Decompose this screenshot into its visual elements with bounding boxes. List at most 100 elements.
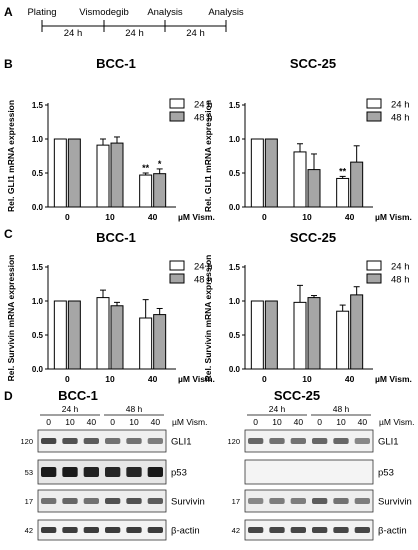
bar-48h-10 [110,142,124,208]
bar-48h-0 [67,300,81,370]
blot-protein-label: GLI1 [378,437,399,448]
y-tick-label: 0.0 [229,203,241,212]
blot-lane-label: 40 [294,417,304,427]
bar-48h-40 [350,294,364,370]
blot-unit-label: µM Vism. [379,417,414,427]
blot-band [312,438,328,444]
blot-band [290,527,306,533]
blot-lane-label: 10 [65,417,75,427]
bar-24h-10 [293,151,307,208]
y-tick-label: 1.5 [229,263,241,272]
chart-title: BCC-1 [96,56,136,71]
timeline-step-analysis-2: Analysis [208,7,244,18]
blot-band [312,527,328,533]
bar-24h-0 [250,138,264,208]
y-axis-label: Rel. GLI1 mRNA expression [203,100,213,212]
blot-band [312,498,328,504]
legend-swatch [366,260,382,271]
bar-48h-0 [264,300,278,370]
legend-label: 48 h [391,113,410,124]
blot-group-label: 24 h [62,404,79,414]
blot-band [105,527,121,533]
blot-band [41,467,57,477]
blot-strip-GLI1 [37,429,167,453]
blot-strip-p53 [37,459,167,485]
chart-survivin-scc25: SCC-25 Rel. Survivin mRNA expression 0.0 0.… [203,230,412,384]
blot-band [248,527,264,533]
legend-label: 24 h [391,100,410,111]
chart-gli1-bcc1: BCC-1 Rel. GLI1 mRNA expression 0.0 0.5 1.0 1… [6,56,215,222]
blot-lane-label: 0 [253,417,258,427]
significance-marker: ** [339,166,347,176]
blot-band [62,467,78,477]
blot-band [105,498,121,504]
y-axis-label: Rel. Survivin mRNA expression [203,255,213,382]
bar-48h-10 [307,297,321,370]
significance-marker: ** [142,163,150,173]
blot-title: BCC-1 [58,388,98,403]
y-tick-label: 1.5 [32,263,44,272]
blot-kda-marker: 53 [25,468,33,477]
y-tick-label: 0.5 [229,169,241,178]
legend-swatch [169,111,185,122]
blot-kda-marker: 120 [20,437,33,446]
timeline-step-plating: Plating [27,7,56,18]
x-tick-label: 40 [148,212,158,222]
blot-kda-marker: 17 [25,497,33,506]
x-tick-label: 10 [105,374,115,384]
legend-swatch [169,273,185,284]
y-axis-label: Rel. GLI1 mRNA expression [6,100,16,212]
legend-swatch [169,98,185,109]
blot-band [333,527,349,533]
blot-strip-β-actin [37,519,167,541]
blot-strip-Survivin [37,489,167,513]
y-tick-label: 1.0 [32,297,44,306]
blot-group-label: 48 h [333,404,350,414]
blot-strip-GLI1 [244,429,374,453]
chart-title: BCC-1 [96,230,136,245]
blot-band [269,438,285,444]
bar-24h-40 [336,177,350,208]
x-tick-label: 40 [345,374,355,384]
y-tick-label: 1.5 [229,101,241,110]
legend-label: 48 h [391,275,410,286]
x-tick-label: 0 [262,374,267,384]
timeline-interval-1: 24 h [64,28,83,39]
bar-48h-40 [350,161,364,208]
blot-lane-label: 10 [129,417,139,427]
blot-strip-Survivin [244,489,374,513]
blot-protein-label: GLI1 [171,437,192,448]
blot-band [290,498,306,504]
blot-band [290,438,306,444]
blot-protein-label: p53 [171,468,187,479]
blot-band [105,467,121,477]
legend-swatch [366,111,382,122]
blot-band [354,498,370,504]
legend-swatch [366,273,382,284]
blot-lane-label: 40 [358,417,368,427]
legend-label: 24 h [194,100,213,111]
western-blot-bcc1: BCC-124 h 48 h 0 10 40 0 10 40 µM Vism. 120 GLI1 53… [20,388,207,541]
x-unit-label: µM Vism. [375,212,412,222]
blot-band [62,438,78,444]
blot-kda-marker: 120 [227,437,240,446]
blot-band [333,438,349,444]
bar-24h-10 [293,301,307,370]
y-tick-label: 0.5 [32,331,44,340]
blot-protein-label: β-actin [171,526,200,537]
bar-48h-0 [67,138,81,208]
blot-band [333,498,349,504]
x-tick-label: 10 [105,212,115,222]
blot-band [126,438,142,444]
blot-band [248,438,264,444]
blot-band [147,438,163,444]
timeline-interval-3: 24 h [186,28,205,39]
blot-band [147,467,163,477]
blot-band [126,527,142,533]
panel-label-c: C [4,227,13,241]
bar-24h-0 [250,300,264,370]
blot-band [147,527,163,533]
bar-48h-10 [307,169,321,208]
